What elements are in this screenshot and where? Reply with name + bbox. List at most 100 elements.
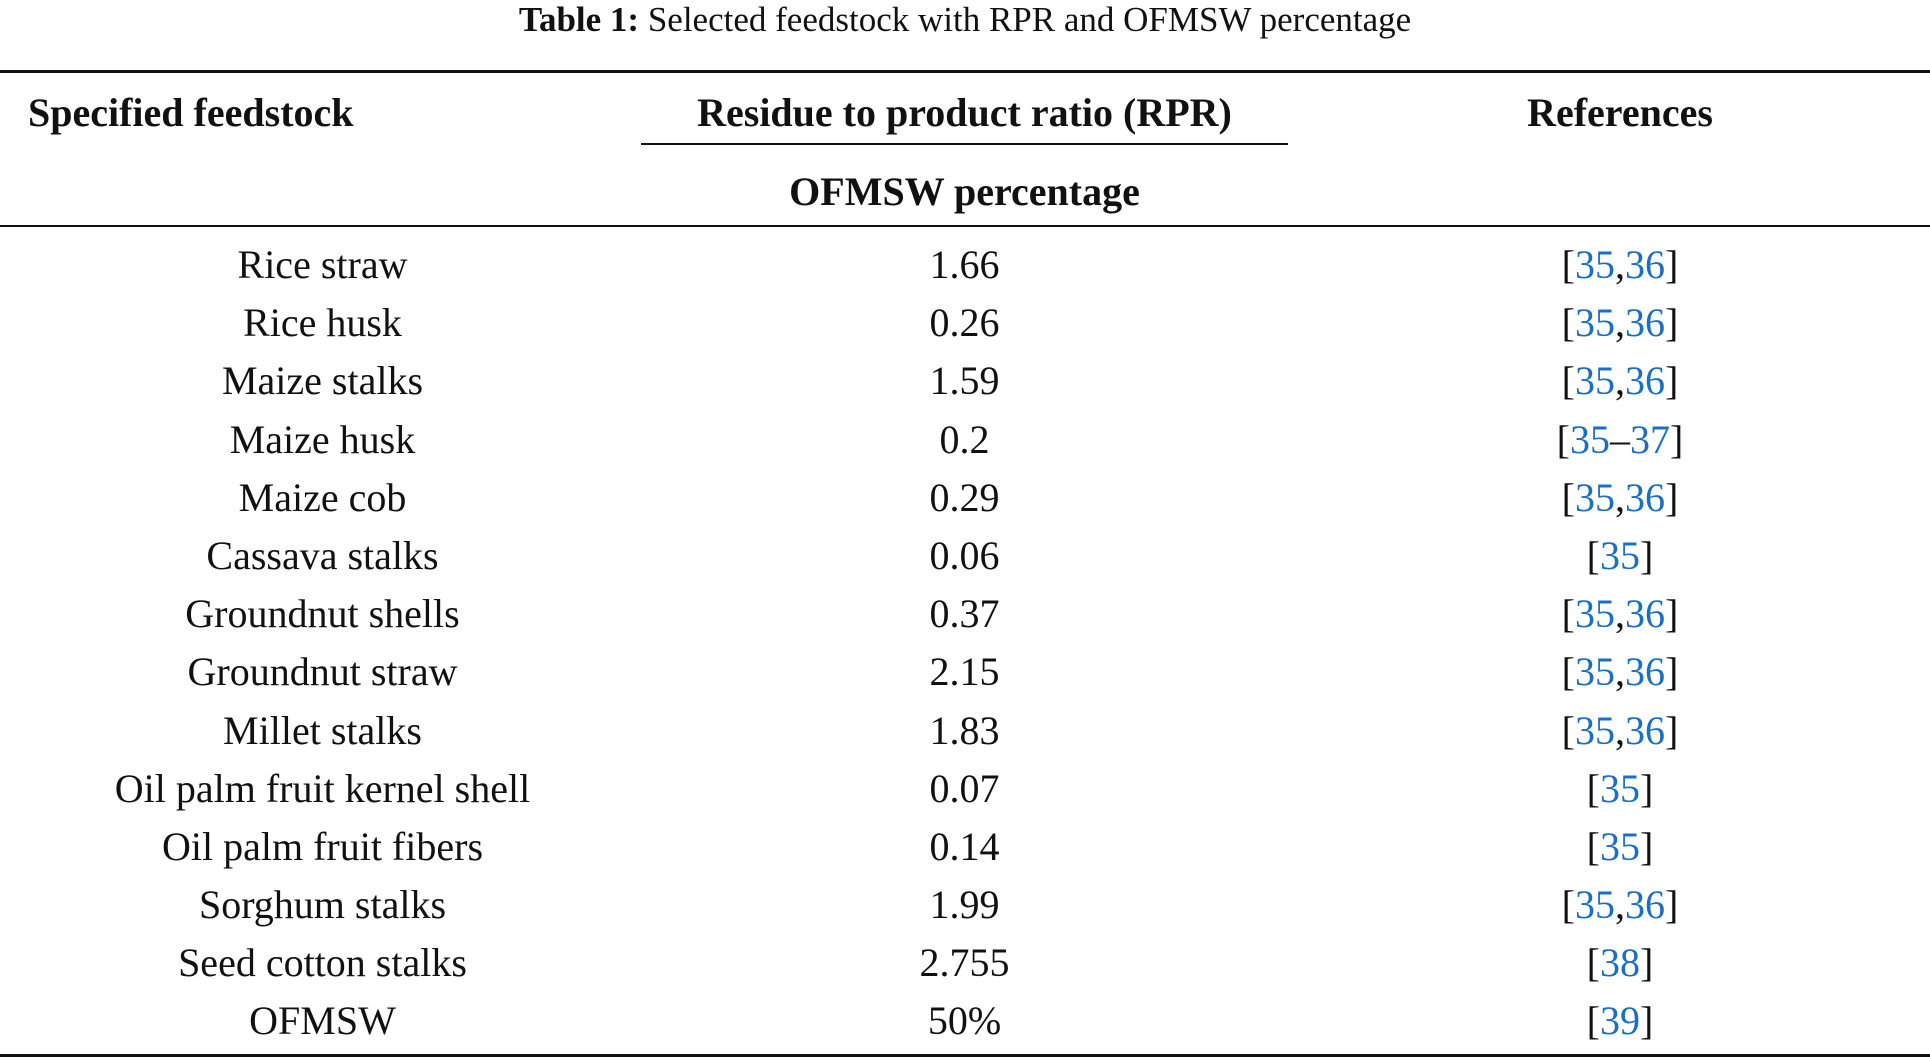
reference-link[interactable]: 35: [1575, 591, 1615, 637]
reference-separator: ,: [1615, 707, 1625, 753]
reference-separator: ,: [1615, 474, 1625, 520]
reference-link[interactable]: 35: [1600, 765, 1640, 811]
references-cell: [35,36]: [1561, 707, 1679, 753]
table-row: OFMSW 50% [39]: [0, 992, 1930, 1050]
table-header-rule: [0, 225, 1930, 227]
references-cell: [39]: [1586, 998, 1654, 1044]
reference-link[interactable]: 36: [1625, 300, 1665, 346]
table-body: Rice straw 1.66 [35,36] Rice husk 0.26 [35,36…: [0, 236, 1930, 1051]
value-cell: 0.37: [929, 591, 1000, 637]
table-bottom-rule: [0, 1054, 1930, 1057]
feedstock-cell: Seed cotton stalks: [178, 940, 467, 986]
references-cell: [35,36]: [1561, 882, 1679, 928]
reference-link[interactable]: 37: [1630, 416, 1670, 462]
value-cell: 0.14: [929, 823, 1000, 869]
feedstock-cell: Rice straw: [237, 242, 408, 287]
header-sub-rule: [641, 143, 1288, 145]
table-caption: Table 1: Selected feedstock with RPR and…: [0, 0, 1930, 44]
references-cell: [35,36]: [1561, 242, 1679, 287]
table-row: Maize stalks 1.59 [35,36]: [0, 352, 1930, 410]
reference-separator: ,: [1615, 242, 1625, 287]
reference-link[interactable]: 35: [1575, 300, 1615, 346]
references-cell: [35,36]: [1561, 591, 1679, 637]
value-cell: 2.755: [919, 940, 1010, 986]
reference-link[interactable]: 36: [1625, 358, 1665, 404]
feedstock-cell: Rice husk: [243, 300, 402, 346]
reference-separator: ,: [1615, 591, 1625, 637]
references-cell: [35,36]: [1561, 358, 1679, 404]
reference-link[interactable]: 35: [1575, 474, 1615, 520]
feedstock-cell: Maize husk: [229, 416, 416, 462]
table-row: Rice straw 1.66 [35,36]: [0, 236, 1930, 294]
value-cell: 0.29: [929, 474, 1000, 520]
table-row: Rice husk 0.26 [35,36]: [0, 294, 1930, 352]
reference-separator: ,: [1615, 649, 1625, 695]
reference-link[interactable]: 35: [1575, 707, 1615, 753]
references-cell: [38]: [1586, 940, 1654, 986]
reference-link[interactable]: 36: [1625, 649, 1665, 695]
reference-link[interactable]: 39: [1600, 998, 1640, 1044]
table-row: Cassava stalks 0.06 [35]: [0, 527, 1930, 585]
table-row: Groundnut shells 0.37 [35,36]: [0, 585, 1930, 643]
header-rpr: Residue to product ratio (RPR): [697, 90, 1232, 135]
table-row: Oil palm fruit kernel shell 0.07 [35]: [0, 760, 1930, 818]
table-caption-label: Table 1:: [518, 0, 640, 39]
value-cell: 0.07: [929, 765, 1000, 811]
value-cell: 0.26: [929, 300, 1000, 346]
feedstock-cell: Oil palm fruit kernel shell: [114, 765, 531, 811]
value-cell: 1.83: [929, 707, 1000, 753]
value-cell: 0.2: [939, 416, 990, 462]
reference-separator: ,: [1615, 358, 1625, 404]
references-cell: [35,36]: [1561, 649, 1679, 695]
header-feedstock: Specified feedstock: [28, 90, 354, 135]
reference-separator: ,: [1615, 882, 1625, 928]
value-cell: 0.06: [929, 532, 1000, 578]
references-cell: [35,36]: [1561, 300, 1679, 346]
header-ofmsw: OFMSW percentage: [789, 169, 1140, 214]
value-cell: 1.66: [929, 242, 1000, 287]
reference-link[interactable]: 36: [1625, 882, 1665, 928]
reference-separator: –: [1610, 416, 1630, 462]
reference-link[interactable]: 36: [1625, 591, 1665, 637]
feedstock-cell: Groundnut straw: [187, 649, 458, 695]
reference-link[interactable]: 36: [1625, 707, 1665, 753]
table-row: Maize husk 0.2 [35–37]: [0, 411, 1930, 469]
feedstock-cell: OFMSW: [249, 998, 396, 1044]
value-cell: 1.99: [929, 882, 1000, 928]
reference-link[interactable]: 36: [1625, 474, 1665, 520]
feedstock-cell: Millet stalks: [223, 707, 422, 753]
table-row: Oil palm fruit fibers 0.14 [35]: [0, 818, 1930, 876]
reference-link[interactable]: 35: [1600, 823, 1640, 869]
feedstock-cell: Cassava stalks: [206, 532, 439, 578]
table-caption-text: Selected feedstock with RPR and OFMSW pe…: [639, 0, 1412, 39]
reference-link[interactable]: 35: [1575, 358, 1615, 404]
references-cell: [35]: [1586, 765, 1654, 811]
references-cell: [35]: [1586, 823, 1654, 869]
reference-link[interactable]: 35: [1575, 242, 1615, 287]
value-cell: 2.15: [929, 649, 1000, 695]
feedstock-cell: Groundnut shells: [185, 591, 460, 637]
reference-link[interactable]: 35: [1570, 416, 1610, 462]
feedstock-cell: Maize stalks: [221, 358, 424, 404]
table-row: Seed cotton stalks 2.755 [38]: [0, 934, 1930, 992]
table-row: Millet stalks 1.83 [35,36]: [0, 702, 1930, 760]
references-cell: [35,36]: [1561, 474, 1679, 520]
reference-link[interactable]: 35: [1600, 532, 1640, 578]
table-row: Groundnut straw 2.15 [35,36]: [0, 643, 1930, 701]
references-cell: [35–37]: [1556, 416, 1684, 462]
reference-link[interactable]: 35: [1575, 882, 1615, 928]
reference-link[interactable]: 35: [1575, 649, 1615, 695]
table-row: Maize cob 0.29 [35,36]: [0, 469, 1930, 527]
value-cell: 1.59: [929, 358, 1000, 404]
reference-separator: ,: [1615, 300, 1625, 346]
header-references: References: [1527, 90, 1713, 135]
value-cell: 50%: [927, 998, 1002, 1044]
feedstock-cell: Sorghum stalks: [198, 882, 447, 928]
reference-link[interactable]: 36: [1625, 242, 1665, 287]
feedstock-cell: Maize cob: [238, 474, 407, 520]
feedstock-cell: Oil palm fruit fibers: [161, 823, 484, 869]
table-row: Sorghum stalks 1.99 [35,36]: [0, 876, 1930, 934]
table-top-rule: [0, 70, 1930, 73]
reference-link[interactable]: 38: [1600, 940, 1640, 986]
references-cell: [35]: [1586, 532, 1654, 578]
